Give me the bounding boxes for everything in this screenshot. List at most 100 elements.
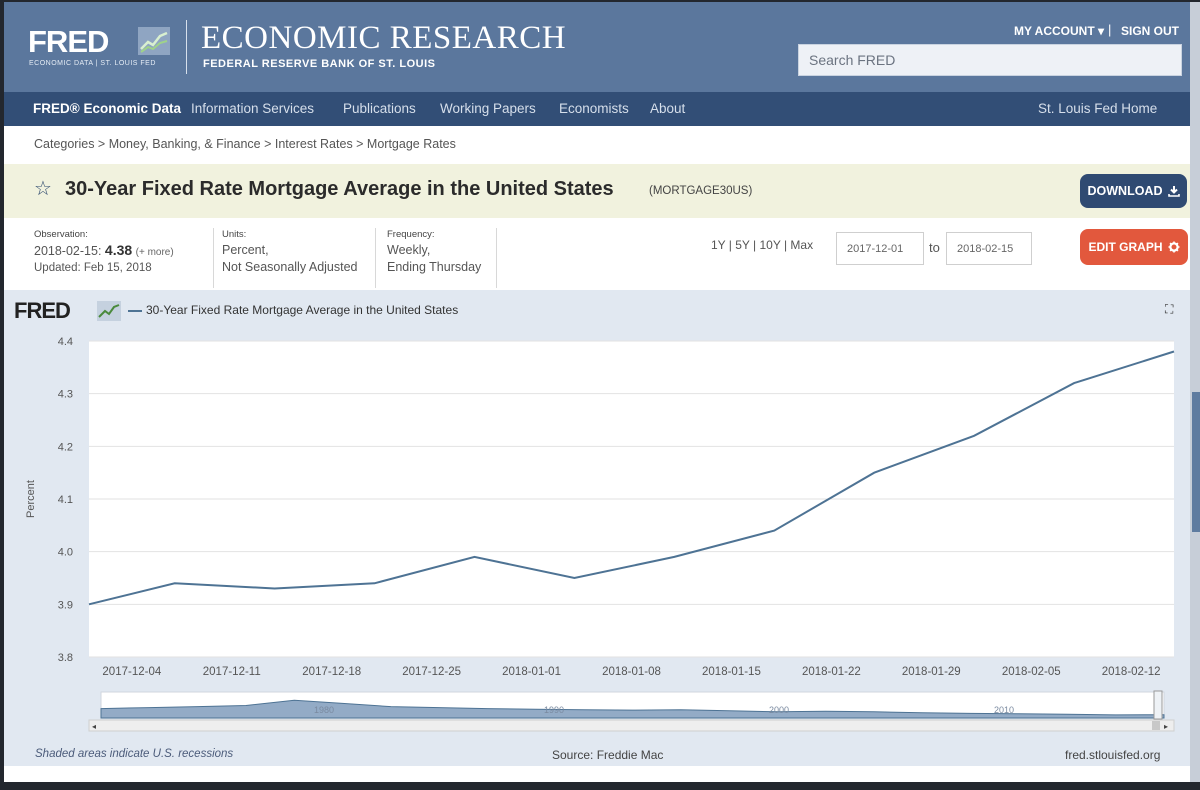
- data-point[interactable]: [1072, 381, 1077, 386]
- series-title: 30-Year Fixed Rate Mortgage Average in t…: [65, 178, 614, 200]
- fullscreen-icon[interactable]: ⛶: [1165, 302, 1174, 316]
- x-tick-label: 2017-12-18: [302, 666, 361, 678]
- search-input[interactable]: [798, 44, 1182, 76]
- updated-date: Updated: Feb 15, 2018: [34, 262, 152, 274]
- gear-icon: [1168, 241, 1179, 253]
- site-url[interactable]: fred.stlouisfed.org: [1065, 748, 1161, 762]
- observation-label: Observation:: [34, 229, 88, 240]
- sign-out-link[interactable]: SIGN OUT: [1121, 24, 1180, 38]
- range-preset-links[interactable]: 1Y | 5Y | 10Y | Max: [711, 238, 814, 252]
- data-point[interactable]: [672, 554, 677, 559]
- navigator-handle[interactable]: [1153, 690, 1163, 720]
- fred-logo[interactable]: FRED: [28, 24, 109, 59]
- series-id: (MORTGAGE30US): [649, 185, 753, 197]
- y-tick-label: 4.3: [58, 389, 73, 401]
- side-scrollbar[interactable]: [1190, 2, 1200, 782]
- y-tick-label: 3.9: [58, 599, 73, 611]
- nav-information-services[interactable]: Information Services: [191, 101, 315, 116]
- data-point[interactable]: [772, 528, 777, 533]
- navigator-year-label: 1990: [544, 705, 564, 715]
- legend-label[interactable]: 30-Year Fixed Rate Mortgage Average in t…: [146, 303, 459, 317]
- date-range-to-label: to: [929, 240, 940, 255]
- y-tick-label: 4.0: [58, 547, 73, 559]
- nav-publications[interactable]: Publications: [343, 101, 416, 116]
- fred-logo-graph-icon: [138, 27, 170, 55]
- end-date-input[interactable]: [946, 232, 1032, 265]
- breadcrumb[interactable]: Categories > Money, Banking, & Finance >…: [34, 137, 456, 151]
- navigator-year-label: 2000: [769, 705, 789, 715]
- chart-logo-graph-icon: [97, 301, 121, 321]
- fred-logo-subtitle: ECONOMIC DATA | ST. LOUIS FED: [29, 60, 156, 67]
- observation-value-line: 2018-02-15: 4.38 (+ more): [34, 242, 174, 261]
- site-subtitle: FEDERAL RESERVE BANK OF ST. LOUIS: [203, 58, 436, 70]
- data-point[interactable]: [272, 586, 277, 591]
- x-tick-label: 2018-02-05: [1002, 666, 1061, 678]
- browser-viewport: FRED ECONOMIC DATA | ST. LOUIS FED ECONO…: [4, 2, 1190, 782]
- side-scrollbar-thumb[interactable]: [1192, 392, 1200, 532]
- banner-divider: [186, 20, 187, 74]
- navigator-series: [100, 699, 1165, 719]
- download-button[interactable]: DOWNLOAD: [1080, 174, 1187, 208]
- navigator-year-label: 1980: [314, 705, 334, 715]
- x-tick-label: 2018-01-15: [702, 666, 761, 678]
- x-tick-label: 2017-12-04: [102, 666, 161, 678]
- x-tick-label: 2017-12-11: [203, 666, 261, 678]
- start-date-input[interactable]: [836, 232, 924, 265]
- data-point[interactable]: [872, 470, 877, 475]
- main-nav: [4, 92, 1190, 126]
- y-tick-label: 3.8: [58, 652, 73, 664]
- frequency-line1: Weekly,: [387, 243, 431, 257]
- scrollbar-thumb[interactable]: [1152, 721, 1160, 730]
- x-tick-label: 2018-01-22: [802, 666, 861, 678]
- account-separator: |: [1108, 22, 1112, 37]
- y-tick-label: 4.2: [58, 441, 73, 453]
- data-point[interactable]: [372, 581, 377, 586]
- y-tick-label: 4.1: [58, 494, 73, 506]
- data-point[interactable]: [972, 433, 977, 438]
- site-title[interactable]: ECONOMIC RESEARCH: [201, 20, 567, 56]
- observation-value: 4.38: [104, 242, 133, 258]
- data-point[interactable]: [172, 581, 177, 586]
- navigator-scrollbar[interactable]: [88, 719, 1175, 732]
- star-icon[interactable]: ☆: [34, 178, 52, 200]
- series-title-band: [4, 164, 1190, 218]
- data-point[interactable]: [472, 554, 477, 559]
- my-account-link[interactable]: MY ACCOUNT ▾: [1014, 24, 1105, 38]
- scroll-left-arrow-icon[interactable]: ◂: [92, 722, 96, 731]
- x-tick-label: 2018-01-08: [602, 666, 661, 678]
- nav-working-papers[interactable]: Working Papers: [440, 101, 536, 116]
- recession-note: Shaded areas indicate U.S. recessions: [35, 748, 234, 760]
- navigator-year-label: 2010: [994, 705, 1014, 715]
- x-tick-label: 2017-12-25: [402, 666, 461, 678]
- data-point[interactable]: [1172, 349, 1177, 354]
- nav-st-louis-fed-home[interactable]: St. Louis Fed Home: [1038, 101, 1158, 116]
- legend-swatch: [128, 310, 142, 312]
- download-icon: [1167, 186, 1180, 197]
- info-divider: [375, 228, 376, 288]
- units-line1: Percent,: [222, 243, 269, 257]
- edit-graph-button[interactable]: EDIT GRAPH: [1080, 229, 1188, 265]
- x-tick-label: 2018-01-01: [502, 666, 561, 678]
- chart[interactable]: 3.8 3.9 4.0 4.1 4.2 4.3 4.4 Percent 2017-12-04 20…: [4, 290, 1190, 766]
- edit-graph-label: EDIT GRAPH: [1088, 240, 1163, 254]
- units-label: Units:: [222, 229, 247, 240]
- frequency-line2: Ending Thursday: [387, 260, 482, 274]
- observation-date: 2018-02-15:: [34, 244, 102, 258]
- units-line2: Not Seasonally Adjusted: [222, 260, 358, 274]
- more-observations-link[interactable]: (+ more): [135, 247, 174, 258]
- x-tick-label: 2018-02-12: [1102, 666, 1161, 678]
- y-axis-label: Percent: [25, 480, 37, 518]
- data-point[interactable]: [572, 576, 577, 581]
- nav-economists[interactable]: Economists: [559, 101, 629, 116]
- x-tick-label: 2018-01-29: [902, 666, 961, 678]
- y-tick-label: 4.4: [58, 336, 73, 348]
- info-divider: [213, 228, 214, 288]
- series-line[interactable]: [88, 350, 1175, 606]
- frequency-label: Frequency:: [387, 229, 435, 240]
- nav-about[interactable]: About: [650, 101, 686, 116]
- nav-fred-economic-data[interactable]: FRED® Economic Data: [33, 101, 181, 116]
- download-label: DOWNLOAD: [1087, 184, 1163, 198]
- scroll-right-arrow-icon[interactable]: ▸: [1164, 722, 1168, 731]
- info-divider: [496, 228, 497, 288]
- data-point[interactable]: [87, 602, 92, 607]
